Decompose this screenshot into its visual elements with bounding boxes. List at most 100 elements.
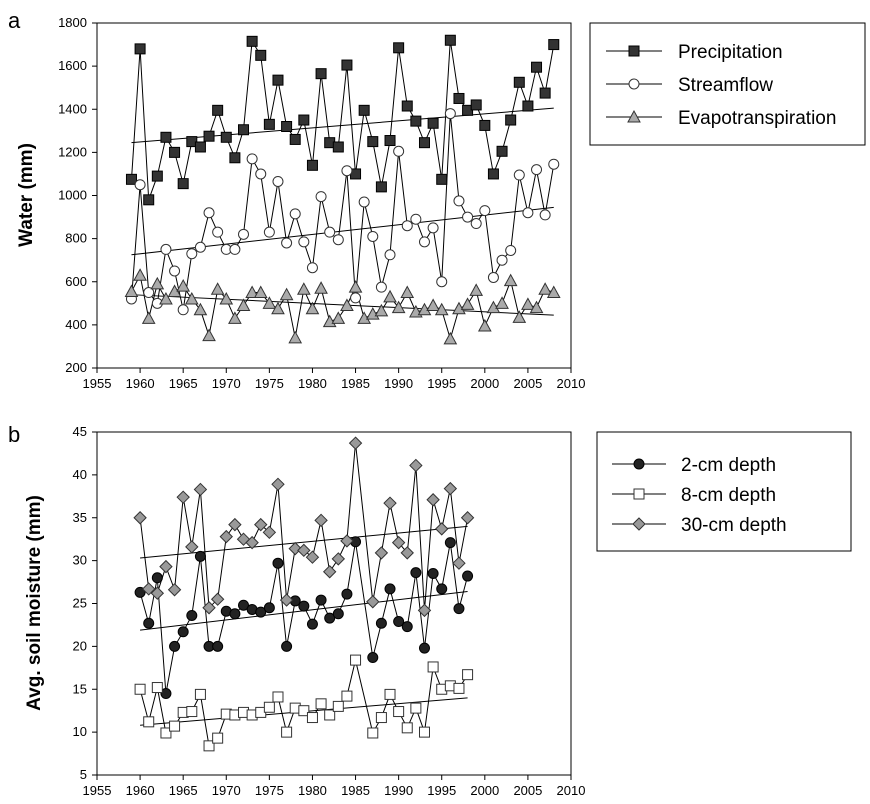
data-point (272, 175, 284, 187)
data-point (315, 594, 327, 606)
data-point (151, 682, 163, 694)
data-point (350, 292, 362, 304)
x-tick-label: 2000 (470, 376, 499, 391)
data-point (151, 572, 163, 584)
data-point (271, 301, 285, 315)
data-point (487, 271, 499, 283)
data-point (288, 541, 302, 556)
data-point (341, 588, 353, 600)
data-point (453, 682, 465, 694)
x-tick-label: 1970 (212, 376, 241, 391)
data-point (272, 557, 284, 569)
data-point (521, 297, 535, 310)
panel-b-series (133, 436, 475, 752)
panel-b: b Avg. soil moisture (mm) 1955 1960 1965 19… (8, 422, 852, 798)
data-point (505, 114, 517, 126)
data-point (366, 595, 380, 609)
data-point (401, 220, 413, 232)
data-point (238, 228, 250, 240)
data-point (245, 535, 259, 550)
data-point (134, 683, 146, 695)
data-point (384, 135, 396, 147)
y-tick-label: 10 (73, 724, 87, 739)
data-point (452, 556, 466, 570)
data-point (133, 511, 147, 525)
data-point (298, 114, 310, 126)
data-point (332, 141, 344, 153)
data-point (143, 617, 155, 629)
data-point (427, 567, 439, 579)
panel-b-y-axis-title: Avg. soil moisture (mm) (24, 495, 45, 711)
data-point (462, 570, 474, 582)
data-point (487, 168, 499, 180)
data-point (460, 297, 475, 310)
data-point (531, 61, 543, 73)
data-point (134, 43, 146, 55)
legend-marker (628, 45, 640, 57)
x-tick-label: 1990 (384, 376, 413, 391)
data-point (143, 287, 155, 299)
data-point (185, 540, 199, 554)
panel-b-y-axis: 5 10 15 20 25 30 35 40 45 (73, 424, 97, 782)
x-tick-label: 1985 (341, 783, 370, 798)
data-point (202, 601, 216, 615)
data-point (546, 285, 561, 299)
data-point (367, 652, 379, 664)
panel-letter-b: b (8, 422, 20, 447)
data-point (529, 300, 544, 314)
data-point (391, 300, 406, 314)
y-tick-label: 600 (65, 274, 87, 289)
data-point (410, 213, 422, 225)
data-point (400, 285, 415, 299)
data-point (219, 529, 233, 544)
data-point (393, 616, 405, 628)
data-point (245, 285, 259, 299)
data-point (150, 586, 165, 600)
data-point (184, 291, 199, 305)
data-point (229, 243, 241, 255)
x-tick-label: 2005 (513, 376, 542, 391)
data-point (246, 35, 258, 47)
data-point (255, 49, 267, 61)
data-point (348, 280, 363, 293)
data-point (548, 158, 560, 170)
data-point (444, 108, 456, 120)
data-point (212, 104, 224, 116)
data-point (418, 137, 430, 149)
data-point (400, 546, 414, 560)
y-tick-label: 20 (73, 638, 87, 653)
data-point (401, 722, 413, 734)
data-point (143, 716, 155, 728)
data-point (427, 661, 439, 673)
data-point (314, 513, 328, 528)
data-point (393, 42, 405, 54)
y-tick-label: 1600 (58, 58, 87, 73)
data-point (305, 550, 320, 564)
data-point (367, 136, 379, 148)
data-point (512, 310, 527, 323)
data-point (479, 119, 491, 131)
data-point (522, 207, 534, 219)
data-point (417, 603, 432, 618)
data-point (401, 100, 413, 112)
data-point (193, 302, 208, 316)
data-point (160, 131, 172, 143)
data-point (255, 606, 267, 618)
data-point (340, 298, 354, 311)
x-tick-label: 1975 (255, 376, 284, 391)
x-tick-label: 2010 (557, 376, 586, 391)
data-point (255, 168, 267, 180)
data-point (176, 279, 191, 292)
data-point (134, 586, 146, 598)
data-point (324, 612, 336, 624)
data-point (531, 164, 543, 176)
data-point (263, 118, 275, 130)
data-point (374, 303, 389, 317)
data-point (305, 301, 320, 315)
x-tick-label: 1985 (341, 376, 370, 391)
data-point (367, 727, 379, 739)
x-tick-label: 1965 (169, 376, 198, 391)
x-tick-label: 1995 (427, 783, 456, 798)
data-point (505, 244, 517, 256)
